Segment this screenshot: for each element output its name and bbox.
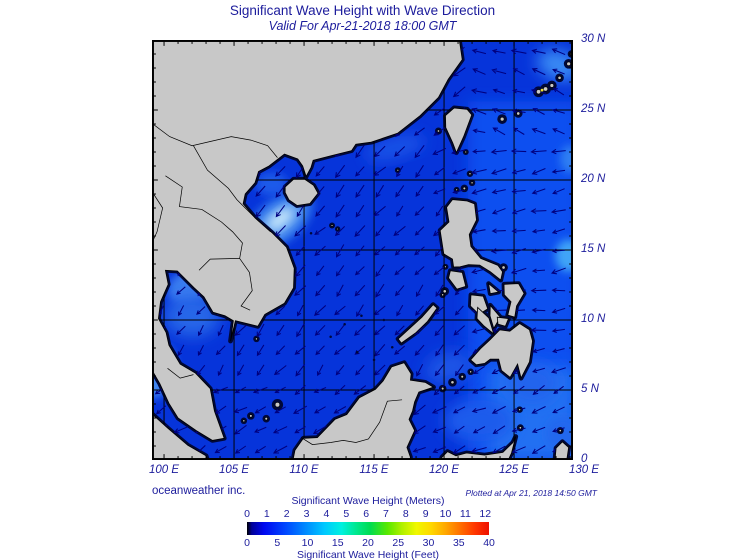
legend-colorbar (247, 522, 489, 535)
lat-label: 25 N (581, 103, 606, 115)
lat-label: 0 (581, 453, 588, 465)
meters-tick: 11 (459, 508, 471, 520)
legend-meters-ticks: 0 1 2 3 4 5 6 7 8 9 10 11 12 (244, 508, 491, 520)
feet-tick: 20 (362, 537, 374, 549)
meters-tick: 5 (343, 508, 350, 520)
meters-tick: 7 (383, 508, 389, 520)
meters-tick: 12 (479, 508, 492, 520)
meters-tick: 4 (323, 508, 330, 520)
legend-feet-label: Significant Wave Height (Feet) (296, 549, 439, 560)
meters-tick: 1 (263, 508, 270, 520)
lon-label: 120 E (428, 464, 460, 476)
lon-label: 105 E (218, 464, 250, 476)
meters-tick: 2 (283, 508, 290, 520)
lon-label: 100 E (148, 464, 180, 476)
legend-meters-label: Significant Wave Height (Meters) (291, 495, 445, 507)
meters-tick: 9 (422, 508, 429, 520)
plotted-timestamp: Plotted at Apr 21, 2018 14:50 GMT (465, 488, 597, 498)
lon-label: 110 E (289, 464, 319, 476)
wave-height-map (152, 40, 573, 460)
page-title: Significant Wave Height with Wave Direct… (229, 3, 496, 18)
valid-time-subtitle: Valid For Apr-21-2018 18:00 GMT (268, 19, 457, 33)
feet-tick: 10 (301, 537, 314, 549)
meters-tick: 8 (402, 508, 409, 520)
credit-text: oceanweather inc. (152, 485, 246, 497)
lat-label: 5 N (581, 383, 599, 395)
lon-label: 130 E (568, 464, 600, 476)
meters-tick: 0 (244, 508, 250, 520)
feet-tick: 15 (331, 537, 344, 549)
lat-label: 30 N (581, 33, 606, 45)
meters-tick: 3 (303, 508, 310, 520)
feet-tick: 30 (422, 537, 435, 549)
feet-tick: 5 (274, 537, 281, 549)
legend-feet-ticks: 0 5 10 15 20 25 30 35 40 (244, 537, 495, 549)
lon-label: 125 E (498, 464, 530, 476)
feet-tick: 35 (452, 537, 465, 549)
lat-label: 20 N (581, 173, 606, 185)
lat-label: 10 N (581, 313, 606, 325)
feet-tick: 0 (244, 537, 250, 549)
feet-tick: 25 (392, 537, 405, 549)
lon-label: 115 E (359, 464, 389, 476)
lat-label: 15 N (581, 243, 606, 255)
meters-tick: 6 (363, 508, 370, 520)
feet-tick: 40 (483, 537, 495, 549)
meters-tick: 10 (439, 508, 452, 520)
